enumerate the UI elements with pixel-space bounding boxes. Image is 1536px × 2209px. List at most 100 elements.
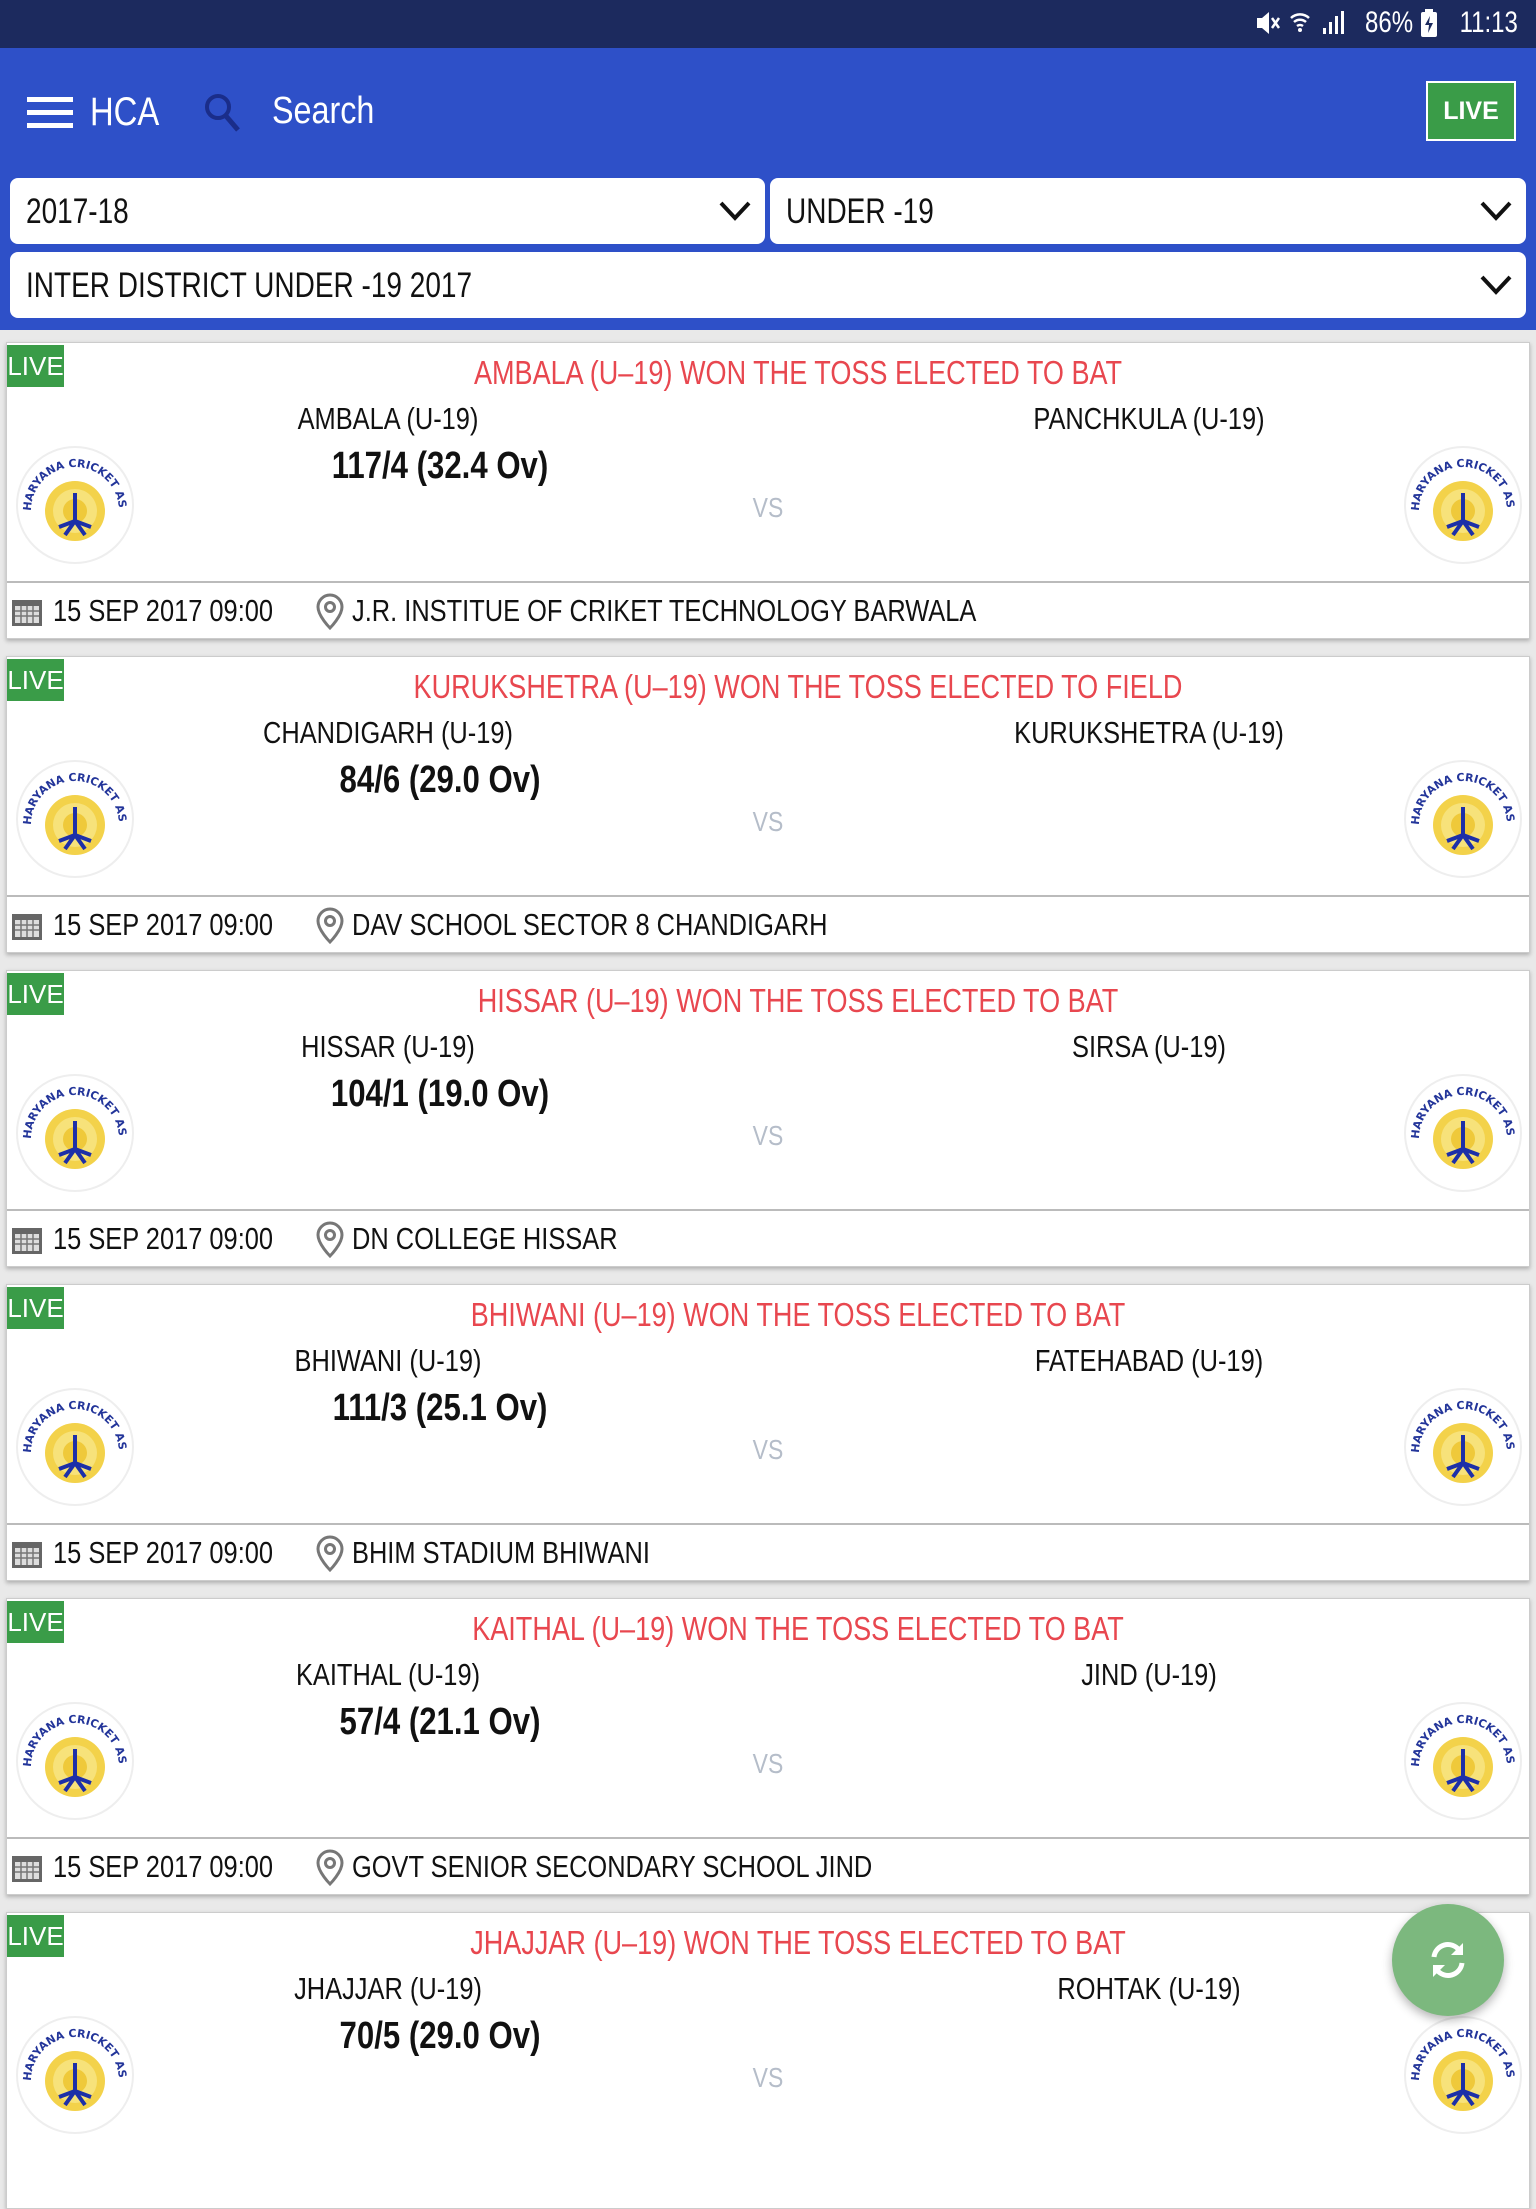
mute-icon [1257, 12, 1281, 34]
match-card[interactable]: LIVE BHIWANI (U–19) WON THE TOSS ELECTED… [6, 1284, 1530, 1581]
tournament-dropdown[interactable]: INTER DISTRICT UNDER -19 2017 [10, 252, 1526, 318]
clock: 11:13 [1459, 6, 1518, 39]
battery-charging-icon [1421, 9, 1438, 37]
team1-score: 70/5 (29.0 Ov) [339, 2015, 541, 2057]
team1-score: 111/3 (25.1 Ov) [332, 1387, 548, 1429]
category-dropdown[interactable]: UNDER -19 [770, 178, 1526, 244]
match-venue: BHIM STADIUM BHIWANI [352, 1535, 650, 1570]
team1-name: HISSAR (U-19) [301, 1029, 475, 1064]
team2-name: SIRSA (U-19) [1072, 1029, 1226, 1064]
match-venue: J.R. INSTITUE OF CRIKET TECHNOLOGY BARWA… [352, 593, 977, 628]
toss-result: BHIWANI (U–19) WON THE TOSS ELECTED TO B… [470, 1296, 1126, 1333]
hca-logo: HARYANA CRICKET ASSOCIATION [15, 1387, 134, 1506]
match-datetime: 15 SEP 2017 09:00 [53, 907, 274, 942]
team2-name: ROHTAK (U-19) [1057, 1971, 1241, 2006]
hca-logo: HARYANA CRICKET ASSOCIATION [1403, 2015, 1522, 2134]
team1-name: JHAJJAR (U-19) [294, 1971, 482, 2006]
location-pin-icon [316, 907, 344, 945]
hca-logo: HARYANA CRICKET ASSOCIATION [15, 2015, 134, 2134]
chevron-down-icon [1480, 275, 1512, 295]
team1-score: 84/6 (29.0 Ov) [339, 759, 541, 801]
team1-name: CHANDIGARH (U-19) [263, 715, 513, 750]
match-datetime: 15 SEP 2017 09:00 [53, 593, 274, 628]
card-divider [7, 895, 1529, 897]
search-icon[interactable] [203, 92, 243, 134]
live-badge: LIVE [7, 659, 64, 701]
calendar-icon [12, 1542, 42, 1568]
hca-logo: HARYANA CRICKET ASSOCIATION [1403, 1073, 1522, 1192]
team1-name: BHIWANI (U-19) [294, 1343, 482, 1378]
live-badge: LIVE [7, 1601, 64, 1643]
team2-name: FATEHABAD (U-19) [1034, 1343, 1264, 1378]
wifi-icon [1290, 13, 1310, 32]
chevron-down-icon [1480, 201, 1512, 221]
match-card[interactable]: LIVE KURUKSHETRA (U–19) WON THE TOSS ELE… [6, 656, 1530, 953]
hca-logo: HARYANA CRICKET ASSOCIATION [15, 759, 134, 878]
battery-percent: 86% [1365, 6, 1414, 39]
location-pin-icon [316, 593, 344, 631]
toss-result: AMBALA (U–19) WON THE TOSS ELECTED TO BA… [473, 354, 1123, 391]
toss-result: JHAJJAR (U–19) WON THE TOSS ELECTED TO B… [470, 1924, 1126, 1961]
toss-result: KAITHAL (U–19) WON THE TOSS ELECTED TO B… [472, 1610, 1124, 1647]
calendar-icon [12, 1856, 42, 1882]
vs-label: VS [752, 2062, 784, 2093]
hca-logo: HARYANA CRICKET ASSOCIATION [1403, 1387, 1522, 1506]
calendar-icon [12, 914, 42, 940]
match-card[interactable]: LIVE JHAJJAR (U–19) WON THE TOSS ELECTED… [6, 1912, 1530, 2209]
season-value: 2017-18 [26, 192, 129, 231]
signal-icon [1323, 11, 1345, 34]
card-divider [7, 1523, 1529, 1525]
live-badge: LIVE [7, 345, 64, 387]
match-datetime: 15 SEP 2017 09:00 [53, 1849, 274, 1884]
hca-logo: HARYANA CRICKET ASSOCIATION [1403, 445, 1522, 564]
hamburger-menu-icon[interactable] [27, 97, 73, 129]
match-card[interactable]: LIVE AMBALA (U–19) WON THE TOSS ELECTED … [6, 342, 1530, 639]
calendar-icon [12, 1228, 42, 1254]
season-dropdown[interactable]: 2017-18 [10, 178, 765, 244]
vs-label: VS [752, 1748, 784, 1779]
match-venue: DAV SCHOOL SECTOR 8 CHANDIGARH [352, 907, 828, 942]
team1-score: 104/1 (19.0 Ov) [330, 1073, 550, 1115]
app-bar: HCA Search LIVE 2017-18 UNDER -19 INTER … [0, 48, 1536, 330]
toss-result: HISSAR (U–19) WON THE TOSS ELECTED TO BA… [477, 982, 1119, 1019]
hca-logo: HARYANA CRICKET ASSOCIATION [1403, 1701, 1522, 1820]
hca-logo: HARYANA CRICKET ASSOCIATION [15, 445, 134, 564]
hca-logo: HARYANA CRICKET ASSOCIATION [15, 1701, 134, 1820]
search-input[interactable]: Search [272, 90, 375, 132]
card-divider [7, 581, 1529, 583]
team1-name: AMBALA (U-19) [297, 401, 479, 436]
app-title: HCA [90, 90, 160, 134]
location-pin-icon [316, 1221, 344, 1259]
chevron-down-icon [719, 201, 751, 221]
location-pin-icon [316, 1535, 344, 1573]
live-badge: LIVE [7, 1915, 64, 1957]
refresh-button[interactable] [1392, 1904, 1504, 2016]
team2-name: JIND (U-19) [1081, 1657, 1217, 1692]
match-card[interactable]: LIVE KAITHAL (U–19) WON THE TOSS ELECTED… [6, 1598, 1530, 1895]
card-divider [7, 1837, 1529, 1839]
live-badge: LIVE [7, 1287, 64, 1329]
toss-result: KURUKSHETRA (U–19) WON THE TOSS ELECTED … [413, 668, 1183, 705]
team1-score: 57/4 (21.1 Ov) [339, 1701, 541, 1743]
vs-label: VS [752, 1434, 784, 1465]
match-card[interactable]: LIVE HISSAR (U–19) WON THE TOSS ELECTED … [6, 970, 1530, 1267]
vs-label: VS [752, 492, 784, 523]
hca-logo: HARYANA CRICKET ASSOCIATION [1403, 759, 1522, 878]
team1-name: KAITHAL (U-19) [295, 1657, 481, 1692]
live-badge: LIVE [7, 973, 64, 1015]
vs-label: VS [752, 806, 784, 837]
vs-label: VS [752, 1120, 784, 1151]
refresh-icon [1431, 1942, 1465, 1978]
hca-logo: HARYANA CRICKET ASSOCIATION [15, 1073, 134, 1192]
category-value: UNDER -19 [786, 192, 934, 231]
tournament-value: INTER DISTRICT UNDER -19 2017 [26, 266, 473, 305]
match-venue: DN COLLEGE HISSAR [352, 1221, 618, 1256]
match-datetime: 15 SEP 2017 09:00 [53, 1221, 274, 1256]
match-venue: GOVT SENIOR SECONDARY SCHOOL JIND [352, 1849, 873, 1884]
team2-name: PANCHKULA (U-19) [1033, 401, 1265, 436]
team1-score: 117/4 (32.4 Ov) [331, 445, 549, 487]
live-button[interactable]: LIVE [1426, 81, 1516, 141]
calendar-icon [12, 600, 42, 626]
team2-name: KURUKSHETRA (U-19) [1014, 715, 1284, 750]
status-bar: 86% 11:13 [0, 0, 1536, 48]
